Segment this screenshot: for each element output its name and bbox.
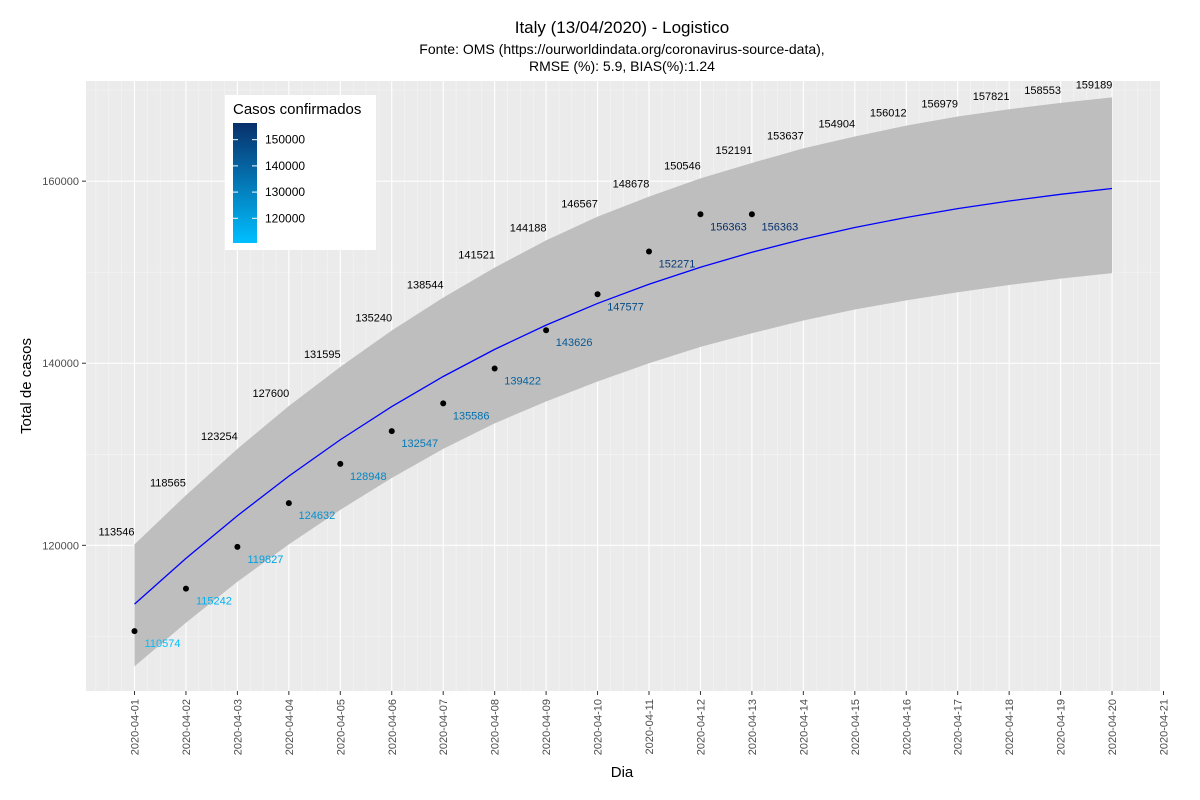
observed-labels: 110574 115242 119827 124632 128948 132547 1355… [145,221,799,650]
model-value-label: 152191 [716,145,753,157]
observed-point [594,291,601,298]
observed-value-label: 135586 [453,410,490,422]
observed-point [646,248,652,255]
observed-point [543,327,550,334]
model-value-label: 127600 [252,388,289,400]
model-value-label: 156979 [921,99,958,111]
legend: Casos confirmados 150000 140000 130000 1200… [225,95,376,250]
observed-point [234,543,241,550]
model-line [134,187,1113,605]
x-axis: 2020-04-01 2020-04-02 2020-04-03 2020-04-04… [130,691,1171,755]
observed-value-label: 147577 [607,301,644,313]
x-tick-label: 2020-04-03 [232,699,244,755]
observed-value-label: 152271 [659,259,696,271]
y-axis-title: Total de casos [18,338,35,434]
observed-value-label: 115242 [196,596,232,608]
model-value-label: 131595 [304,349,341,361]
observed-point [440,400,447,407]
x-tick-label: 2020-04-07 [438,699,450,755]
legend-tick-label: 130000 [265,185,305,199]
model-value-label: 141521 [458,250,495,262]
x-tick-label: 2020-04-15 [850,699,862,755]
chart-subtitle-line-2: RMSE (%): 5.9, BIAS(%):1.24 [529,58,715,74]
model-value-label: 156012 [870,108,907,120]
chart-subtitle-line-1: Fonte: OMS (https://ourworldindata.org/c… [419,41,824,57]
x-tick-label: 2020-04-02 [181,699,193,755]
model-value-label: 148678 [613,179,650,191]
observed-point [748,211,755,218]
observed-value-label: 143626 [556,337,593,349]
x-tick-label: 2020-04-08 [490,699,502,755]
observed-value-label: 156363 [710,221,747,233]
x-tick-label: 2020-04-16 [901,699,913,755]
x-tick-label: 2020-04-11 [644,699,656,754]
observed-point [697,211,704,218]
observed-value-label: 128948 [350,471,387,483]
model-value-label: 159189 [1076,79,1113,91]
model-value-label: 153637 [767,130,804,142]
model-value-label: 113546 [99,526,135,538]
observed-point [131,628,138,635]
observed-point [337,460,344,467]
x-tick-label: 2020-04-05 [335,699,347,755]
model-value-label: 123254 [201,431,238,443]
x-tick-label: 2020-04-04 [284,699,296,755]
x-tick-label: 2020-04-09 [541,699,553,755]
legend-colorbar [233,123,257,243]
model-value-label: 138544 [407,280,444,292]
confidence-ribbon [134,97,1113,667]
model-value-label: 135240 [355,312,392,324]
y-tick-label: 140000 [42,358,79,370]
model-labels: 113546 118565 123254 127600 131595 135240 1385… [99,79,1113,538]
y-tick-label: 120000 [42,540,79,552]
model-value-label: 118565 [150,477,186,489]
x-tick-label: 2020-04-20 [1107,699,1119,755]
observed-value-label: 139422 [504,376,541,388]
x-tick-label: 2020-04-14 [798,699,810,755]
x-tick-label: 2020-04-19 [1056,699,1068,755]
x-tick-label: 2020-04-21 [1159,699,1171,755]
model-value-label: 158553 [1024,85,1061,97]
x-tick-label: 2020-04-12 [695,699,707,755]
observed-point [491,365,498,372]
legend-tick-label: 150000 [265,133,305,147]
legend-title: Casos confirmados [233,101,361,118]
observed-point [388,428,395,435]
x-tick-label: 2020-04-01 [130,699,142,755]
chart-title: Italy (13/04/2020) - Logistico [515,18,730,37]
observed-value-label: 132547 [401,438,438,450]
observed-points [131,211,755,635]
legend-ticks: 150000 140000 130000 120000 [233,133,305,225]
model-value-label: 144188 [510,222,547,234]
observed-value-label: 124632 [298,510,335,522]
observed-point [285,500,292,507]
observed-value-label: 119827 [247,554,283,566]
x-tick-label: 2020-04-06 [387,699,399,755]
model-value-label: 154904 [818,119,855,131]
observed-value-label: 156363 [762,221,799,233]
x-tick-label: 2020-04-10 [593,699,605,755]
y-tick-label: 160000 [42,176,79,188]
model-value-label: 157821 [973,91,1010,103]
x-tick-label: 2020-04-18 [1004,699,1016,755]
observed-value-label: 110574 [145,638,181,650]
observed-point [182,585,189,592]
legend-tick-label: 140000 [265,159,305,173]
legend-tick-label: 120000 [265,211,305,225]
x-tick-label: 2020-04-17 [953,699,965,755]
y-axis: 120000 140000 160000 [42,176,86,552]
model-value-label: 146567 [561,199,598,211]
model-value-label: 150546 [664,160,701,172]
x-axis-title: Dia [611,764,634,781]
x-tick-label: 2020-04-13 [747,699,759,755]
